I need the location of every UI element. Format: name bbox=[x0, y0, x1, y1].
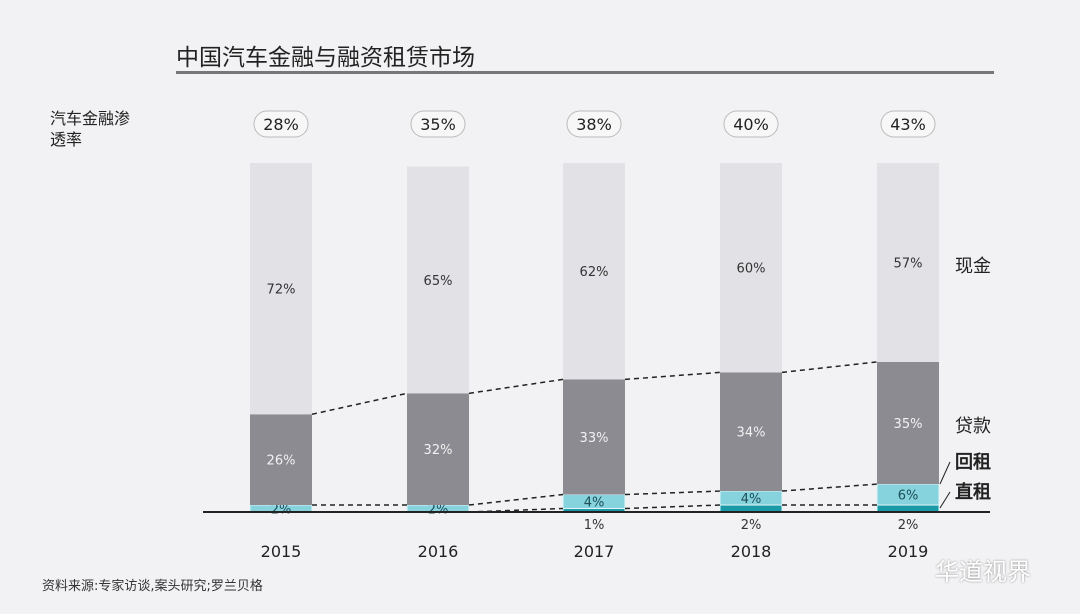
penetration-badge bbox=[566, 110, 622, 138]
bar-现金-2018 bbox=[720, 163, 782, 373]
data-label: 2% bbox=[271, 503, 292, 518]
x-tick-label: 2017 bbox=[574, 542, 615, 561]
data-label: 35% bbox=[894, 417, 923, 432]
data-label: 60% bbox=[737, 262, 766, 277]
connector-line bbox=[624, 504, 721, 510]
data-label: 26% bbox=[267, 454, 296, 469]
data-label: 2% bbox=[428, 503, 449, 518]
legend-leader bbox=[939, 461, 951, 485]
legend-label: 直租 bbox=[955, 481, 991, 503]
data-label: 2% bbox=[898, 518, 919, 533]
data-label: 4% bbox=[741, 492, 762, 507]
legend-label: 现金 bbox=[955, 256, 991, 277]
penetration-badge bbox=[410, 110, 466, 138]
penetration-value: 38% bbox=[576, 115, 612, 134]
chart-title: 中国汽车金融与融资租赁市场 bbox=[176, 45, 475, 71]
data-label: 2% bbox=[741, 518, 762, 533]
legend-label: 贷款 bbox=[955, 416, 991, 437]
connector-line bbox=[624, 371, 721, 381]
bar-贷款-2016 bbox=[407, 393, 469, 506]
x-tick-label: 2016 bbox=[418, 542, 459, 561]
penetration-value: 35% bbox=[420, 115, 456, 134]
connector-line bbox=[624, 490, 721, 496]
bar-现金-2017 bbox=[563, 163, 625, 380]
penetration-label: 汽车金融渗透率 bbox=[50, 109, 131, 149]
data-label: 6% bbox=[898, 489, 919, 504]
penetration-value: 28% bbox=[263, 115, 299, 134]
connector-line bbox=[468, 507, 564, 513]
watermark: 华道视界 bbox=[935, 558, 1031, 586]
x-tick-label: 2019 bbox=[888, 542, 929, 561]
penetration-value: 40% bbox=[733, 115, 769, 134]
data-label: 1% bbox=[584, 518, 605, 533]
data-label: 4% bbox=[584, 496, 605, 511]
connector-line bbox=[311, 392, 408, 416]
legend-leader bbox=[939, 491, 951, 509]
bar-贷款-2019 bbox=[877, 361, 939, 485]
data-label: 72% bbox=[267, 283, 296, 298]
penetration-badge bbox=[880, 110, 936, 138]
source-note: 资料来源:专家访谈,案头研究;罗兰贝格 bbox=[42, 579, 263, 594]
legend-label: 回租 bbox=[955, 451, 991, 473]
penetration-badge bbox=[723, 110, 779, 138]
connector-line bbox=[468, 378, 564, 395]
bar-现金-2019 bbox=[877, 163, 939, 362]
connector-line bbox=[468, 493, 564, 506]
title-rule bbox=[176, 71, 994, 74]
bar-直租-2019 bbox=[876, 504, 940, 513]
x-tick-label: 2015 bbox=[261, 542, 302, 561]
data-label: 32% bbox=[424, 443, 453, 458]
data-label: 62% bbox=[580, 265, 609, 280]
penetration-badge bbox=[253, 110, 309, 138]
data-label: 65% bbox=[424, 274, 453, 289]
connector-line bbox=[781, 483, 878, 492]
bar-现金-2015 bbox=[250, 163, 312, 415]
penetration-value: 43% bbox=[890, 115, 926, 134]
connector-line bbox=[781, 361, 878, 374]
data-label: 33% bbox=[580, 431, 609, 446]
bar-贷款-2018 bbox=[720, 372, 782, 492]
x-tick-label: 2018 bbox=[731, 542, 772, 561]
data-label: 57% bbox=[894, 256, 923, 271]
bar-现金-2016 bbox=[407, 166, 469, 394]
bar-贷款-2017 bbox=[563, 379, 625, 495]
data-label: 34% bbox=[737, 426, 766, 441]
bar-贷款-2015 bbox=[250, 414, 312, 506]
